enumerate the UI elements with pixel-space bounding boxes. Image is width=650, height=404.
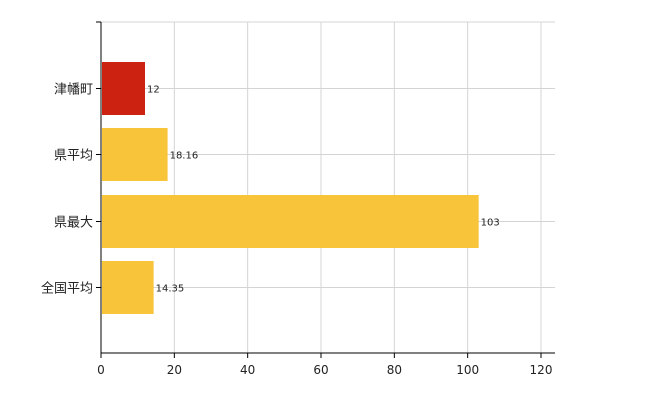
data-label: 103	[481, 218, 500, 229]
x-tick-label: 120	[530, 363, 553, 377]
data-label: 12	[147, 85, 160, 96]
x-tick-label: 80	[387, 363, 402, 377]
data-label: 14.35	[156, 284, 185, 295]
bars	[102, 62, 479, 314]
x-tick-label: 0	[97, 363, 105, 377]
x-tick-label: 60	[313, 363, 328, 377]
axes	[96, 21, 555, 358]
labels: 12 津幡町 18.16 県平均 103 県最大 14.35 全国平均 0 20 40 60 80 100…	[41, 83, 552, 378]
bar	[102, 261, 154, 314]
grid-lines	[101, 21, 555, 353]
bar	[102, 195, 479, 248]
data-label: 18.16	[170, 151, 199, 162]
y-tick-label: 県平均	[54, 149, 93, 164]
x-tick-label: 20	[167, 363, 182, 377]
bar	[102, 62, 145, 115]
x-tick-label: 100	[456, 363, 479, 377]
y-tick-label: 津幡町	[54, 83, 93, 98]
bar	[102, 128, 168, 181]
y-tick-label: 県最大	[54, 216, 93, 231]
y-tick-label: 全国平均	[41, 281, 93, 297]
x-tick-label: 40	[240, 363, 255, 377]
